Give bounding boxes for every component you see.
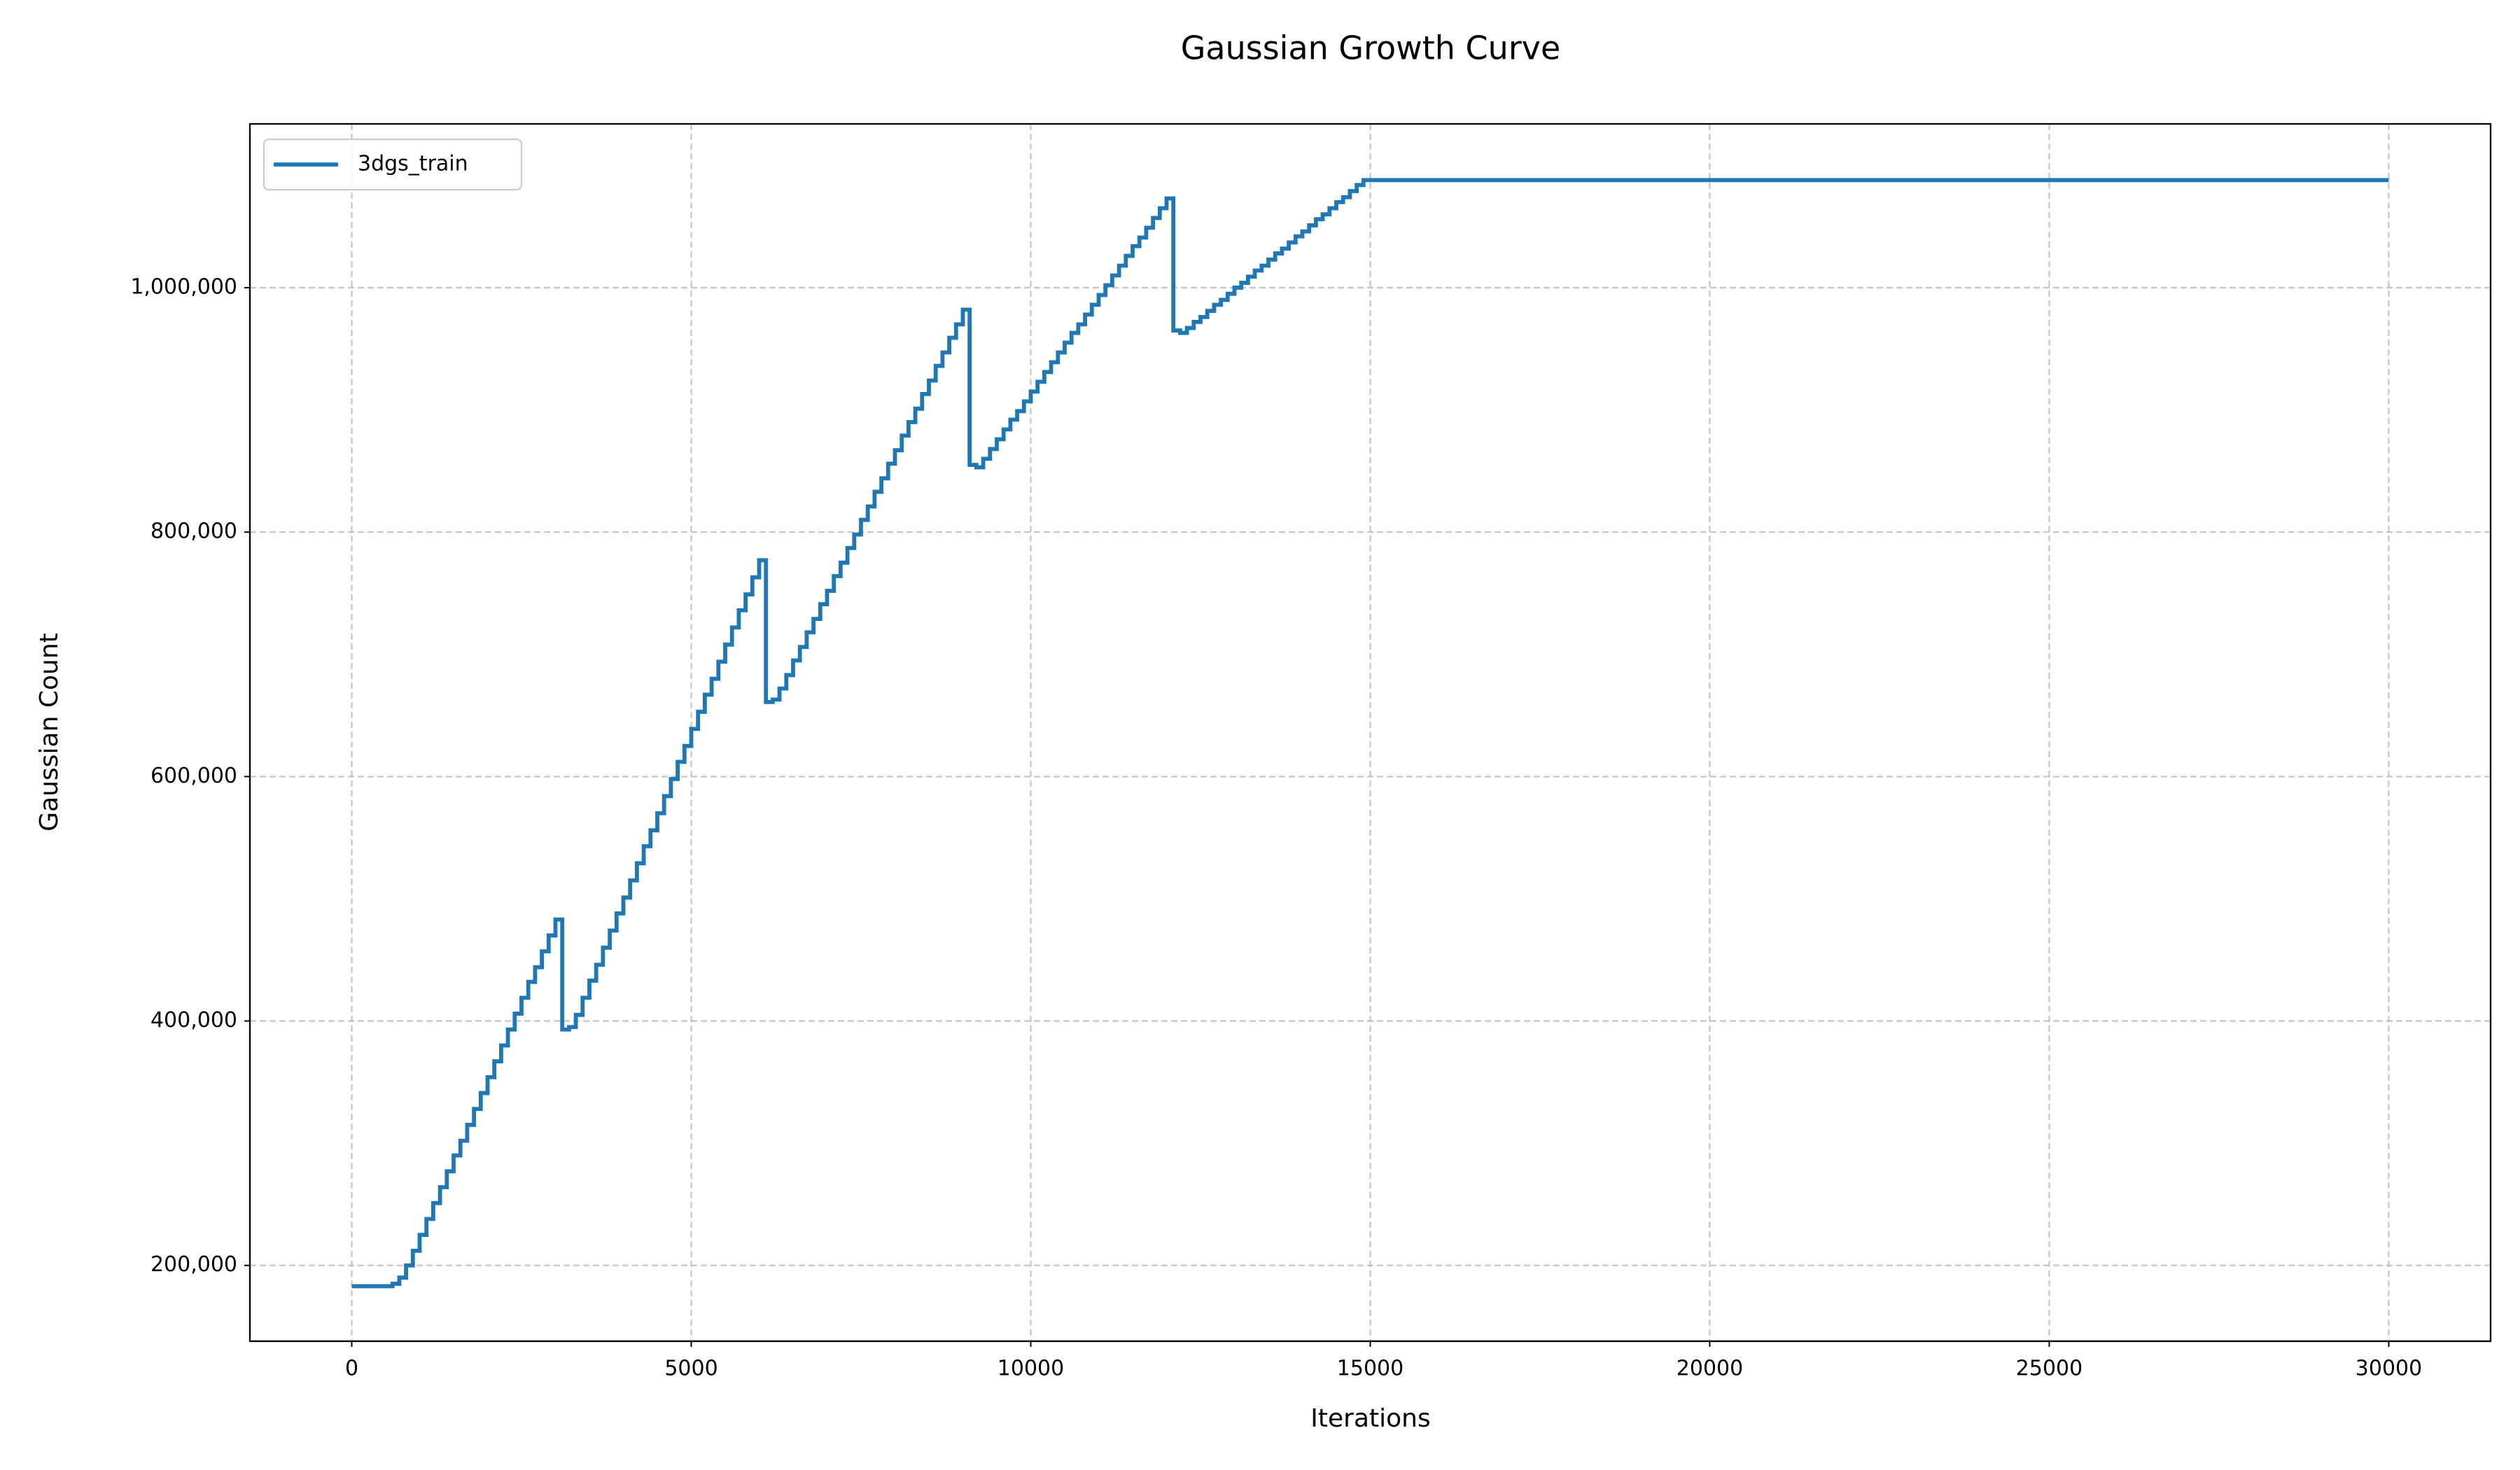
x-tick-label: 10000 [997,1357,1064,1381]
y-tick-label: 800,000 [150,519,237,544]
x-tick-label: 30000 [2356,1357,2422,1381]
x-axis-label: Iterations [1310,1404,1430,1433]
x-tick-label: 5000 [664,1357,718,1381]
x-tick-label: 25000 [2016,1357,2082,1381]
legend-box [262,138,523,191]
x-tick-label: 15000 [1337,1357,1404,1381]
y-tick-label: 200,000 [150,1252,237,1277]
y-tick-label: 400,000 [150,1008,237,1032]
chart-title: Gaussian Growth Curve [1181,29,1561,67]
legend: 3dgs_train [262,138,523,191]
legend-label: 3dgs_train [358,152,468,176]
y-tick-label: 1,000,000 [130,274,237,299]
x-tick-label: 0 [345,1357,358,1381]
y-axis-label: Gaussian Count [35,633,64,832]
y-tick-label: 600,000 [150,764,237,788]
x-tick-label: 20000 [1676,1357,1743,1381]
series-line [351,178,2389,1289]
plot-frame [248,122,2492,1343]
